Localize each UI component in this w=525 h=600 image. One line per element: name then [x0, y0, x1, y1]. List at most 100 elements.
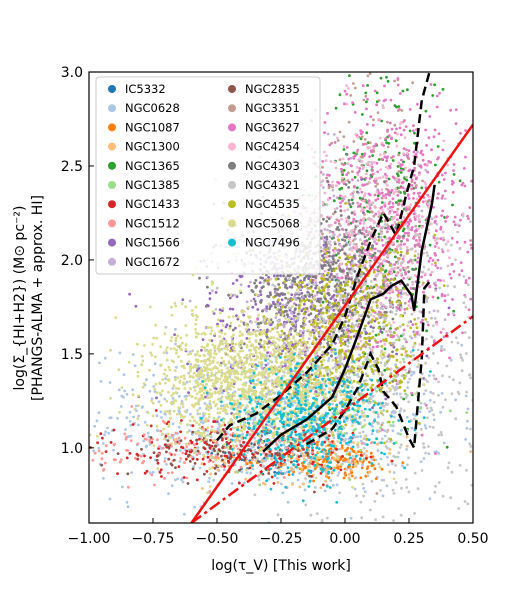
data-point: [394, 255, 397, 259]
data-point: [302, 329, 306, 333]
data-point: [413, 166, 416, 170]
data-point: [358, 167, 362, 170]
data-point: [212, 456, 216, 460]
data-point: [180, 399, 184, 403]
data-point: [295, 457, 298, 460]
data-point: [190, 440, 194, 444]
data-point: [277, 283, 281, 286]
data-point: [227, 394, 231, 398]
data-point: [128, 292, 132, 296]
data-point: [323, 489, 327, 493]
data-point: [353, 234, 357, 238]
data-point: [224, 437, 228, 440]
data-point: [398, 409, 402, 413]
data-point: [433, 339, 436, 343]
data-point: [255, 284, 258, 288]
data-point: [368, 470, 371, 474]
data-point: [397, 303, 400, 307]
data-point: [403, 192, 407, 195]
data-point: [363, 152, 367, 156]
data-point: [440, 294, 444, 298]
data-point: [158, 471, 162, 474]
data-point: [342, 244, 346, 248]
data-point: [406, 205, 410, 209]
data-point: [163, 457, 167, 460]
data-point: [143, 437, 147, 441]
data-point: [381, 175, 385, 179]
data-point: [180, 419, 183, 422]
data-point: [208, 446, 212, 450]
data-point: [223, 462, 227, 465]
data-point: [158, 445, 161, 448]
data-point: [414, 186, 417, 190]
data-point: [409, 350, 413, 354]
data-point: [333, 275, 337, 278]
data-point: [227, 293, 231, 297]
data-point: [196, 446, 200, 450]
data-point: [269, 304, 273, 308]
data-point: [373, 268, 376, 272]
data-point: [444, 220, 447, 223]
data-point: [336, 335, 340, 339]
data-point: [395, 201, 398, 204]
data-point: [276, 288, 280, 291]
data-point: [249, 280, 252, 284]
data-point: [417, 173, 421, 177]
data-point: [278, 293, 281, 296]
data-point: [399, 199, 403, 203]
data-point: [365, 162, 369, 166]
data-point: [435, 94, 439, 98]
data-point: [216, 322, 219, 326]
data-point: [322, 186, 325, 189]
data-point: [326, 198, 330, 202]
data-point: [383, 201, 387, 205]
data-point: [417, 217, 421, 221]
data-point: [399, 304, 403, 307]
data-point: [424, 272, 427, 276]
data-point: [278, 302, 282, 305]
data-point: [314, 281, 318, 285]
data-point: [352, 217, 356, 221]
data-point: [185, 449, 189, 453]
data-point: [410, 228, 414, 232]
data-point: [357, 279, 361, 282]
data-point: [332, 199, 336, 203]
data-point: [206, 275, 209, 279]
data-point: [154, 409, 158, 412]
data-point: [204, 304, 208, 308]
data-point: [275, 442, 279, 446]
data-point: [458, 273, 461, 276]
data-point: [374, 184, 378, 188]
data-point: [350, 248, 354, 252]
data-point: [159, 429, 163, 433]
data-point: [282, 325, 286, 329]
data-point: [353, 256, 357, 259]
data-point: [201, 457, 205, 461]
data-point: [356, 173, 360, 177]
data-point: [436, 296, 440, 300]
data-point: [461, 181, 465, 185]
data-point: [203, 472, 206, 476]
data-point: [404, 125, 408, 128]
data-point: [392, 415, 396, 419]
data-point: [277, 365, 281, 369]
data-point: [236, 317, 240, 321]
data-point: [406, 463, 409, 467]
data-point: [348, 253, 352, 257]
data-point: [276, 277, 280, 281]
data-point: [388, 290, 392, 294]
data-point: [406, 231, 410, 235]
data-point: [261, 411, 265, 414]
data-point: [322, 203, 325, 207]
data-point: [142, 459, 146, 463]
data-point: [124, 428, 127, 431]
data-point: [331, 230, 335, 234]
data-point: [399, 171, 403, 174]
data-point: [205, 470, 209, 473]
data-point: [248, 460, 252, 464]
data-point: [355, 494, 358, 498]
data-point: [97, 411, 101, 415]
data-point: [202, 446, 206, 449]
data-point: [408, 108, 412, 111]
data-point: [357, 158, 361, 161]
